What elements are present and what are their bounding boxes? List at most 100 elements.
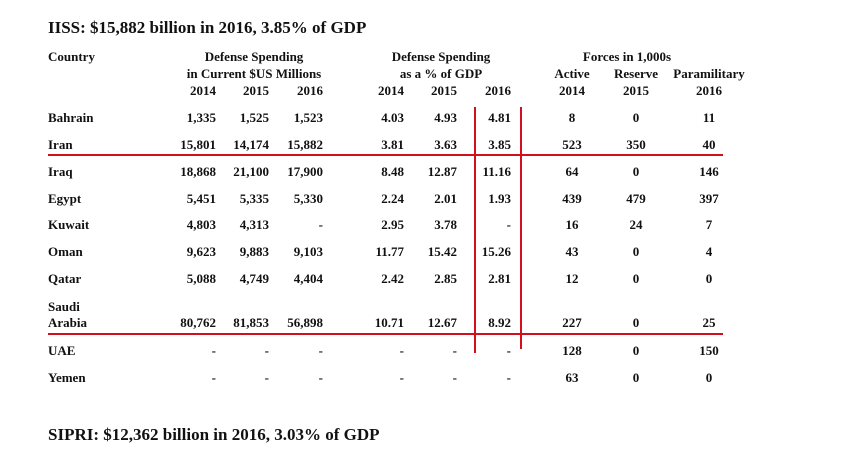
- cell-gdp-percent: 3.78: [434, 217, 457, 232]
- cell-gdp-percent: 12.87: [427, 164, 457, 179]
- cell-forces: 7: [705, 217, 713, 232]
- header-forces-year: 2014: [559, 83, 585, 98]
- cell-forces: 24: [629, 217, 643, 232]
- row-country: Arabia: [48, 315, 87, 330]
- cell-gdp-percent: 12.67: [427, 315, 457, 330]
- header-gdp-line1: Defense Spending: [391, 49, 491, 64]
- cell-forces: 523: [562, 137, 582, 152]
- cell-defense-spending: 80,762: [180, 315, 216, 330]
- cell-gdp-percent: 4.93: [434, 110, 457, 125]
- cell-gdp-percent: 2.85: [434, 271, 457, 286]
- cell-forces: 43: [565, 244, 579, 259]
- cell-defense-spending: -: [264, 343, 269, 358]
- cell-forces: 16: [565, 217, 579, 232]
- header-gdp-line2: as a % of GDP: [399, 66, 483, 81]
- cell-forces: 25: [702, 315, 716, 330]
- cell-defense-spending: 9,103: [293, 244, 323, 259]
- cell-gdp-percent: -: [399, 370, 404, 385]
- header-forces-year: 2016: [696, 83, 722, 98]
- sipri-title: SIPRI: $12,362 billion in 2016, 3.03% of…: [48, 425, 380, 444]
- cell-gdp-percent: 2.95: [381, 217, 404, 232]
- cell-forces: 8: [568, 110, 576, 125]
- cell-forces: 11: [702, 110, 716, 125]
- header-forces-year: 2015: [623, 83, 649, 98]
- cell-gdp-percent: -: [452, 343, 457, 358]
- cell-defense-spending: 5,088: [186, 271, 216, 286]
- cell-defense-spending: 17,900: [287, 164, 323, 179]
- cell-gdp-percent: 15.26: [481, 244, 511, 259]
- cell-forces: 0: [632, 164, 640, 179]
- cell-defense-spending: 15,801: [180, 137, 216, 152]
- cell-defense-spending: 18,868: [180, 164, 216, 179]
- cell-gdp-percent: -: [399, 343, 404, 358]
- header-gdp-year: 2014: [378, 83, 404, 98]
- cell-defense-spending: -: [264, 370, 269, 385]
- cell-defense-spending: -: [318, 343, 323, 358]
- cell-defense-spending: 9,883: [239, 244, 269, 259]
- cell-forces: 479: [626, 191, 646, 206]
- cell-forces: 227: [562, 315, 582, 330]
- highlight-line-gdp-2016: [474, 107, 476, 353]
- cell-gdp-percent: 11.16: [482, 164, 511, 179]
- cell-gdp-percent: 10.71: [374, 315, 404, 330]
- highlight-line-bottom: [48, 333, 723, 335]
- row-country: Egypt: [48, 191, 82, 206]
- header-spend-year: 2015: [243, 83, 269, 98]
- header-active: Active: [554, 66, 590, 81]
- highlight-line-forces-divider: [520, 107, 522, 349]
- cell-defense-spending: 1,335: [186, 110, 216, 125]
- cell-forces: 0: [632, 110, 640, 125]
- cell-defense-spending: 4,803: [186, 217, 216, 232]
- cell-defense-spending: 4,749: [239, 271, 269, 286]
- row-country-line1: Saudi: [48, 299, 80, 314]
- cell-forces: 0: [705, 370, 713, 385]
- cell-forces: 40: [702, 137, 716, 152]
- cell-defense-spending: 4,313: [239, 217, 269, 232]
- cell-defense-spending: 1,523: [293, 110, 323, 125]
- cell-defense-spending: -: [318, 370, 323, 385]
- cell-defense-spending: -: [318, 217, 323, 232]
- cell-defense-spending: 5,335: [239, 191, 269, 206]
- row-country: UAE: [48, 343, 76, 358]
- header-spend-line1: Defense Spending: [204, 49, 304, 64]
- cell-defense-spending: 1,525: [239, 110, 269, 125]
- cell-defense-spending: 5,330: [293, 191, 323, 206]
- cell-defense-spending: -: [211, 343, 216, 358]
- cell-gdp-percent: -: [452, 370, 457, 385]
- cell-defense-spending: -: [211, 370, 216, 385]
- cell-gdp-percent: 2.42: [381, 271, 404, 286]
- header-gdp-year: 2015: [431, 83, 457, 98]
- cell-forces: 12: [565, 271, 579, 286]
- cell-defense-spending: 4,404: [293, 271, 323, 286]
- cell-defense-spending: 15,882: [287, 137, 323, 152]
- cell-forces: 439: [562, 191, 582, 206]
- header-paramilitary: Paramilitary: [673, 66, 745, 81]
- cell-forces: 128: [562, 343, 582, 358]
- cell-gdp-percent: 8.48: [381, 164, 404, 179]
- cell-gdp-percent: 3.63: [434, 137, 457, 152]
- cell-gdp-percent: 2.81: [488, 271, 511, 286]
- cell-forces: 0: [632, 343, 640, 358]
- cell-defense-spending: 5,451: [186, 191, 216, 206]
- cell-defense-spending: 21,100: [233, 164, 269, 179]
- header-gdp-year: 2016: [485, 83, 511, 98]
- cell-gdp-percent: -: [506, 370, 511, 385]
- header-spend-line2: in Current $US Millions: [186, 66, 322, 81]
- cell-gdp-percent: 2.01: [434, 191, 457, 206]
- cell-gdp-percent: 3.81: [381, 137, 404, 152]
- header-reserve: Reserve: [613, 66, 659, 81]
- cell-gdp-percent: 11.77: [375, 244, 404, 259]
- cell-gdp-percent: 1.93: [488, 191, 511, 206]
- cell-defense-spending: 14,174: [233, 137, 269, 152]
- cell-forces: 63: [565, 370, 579, 385]
- cell-forces: 0: [705, 271, 713, 286]
- cell-forces: 150: [699, 343, 719, 358]
- cell-forces: 64: [565, 164, 579, 179]
- cell-forces: 146: [699, 164, 719, 179]
- cell-defense-spending: 9,623: [186, 244, 216, 259]
- cell-forces: 350: [626, 137, 646, 152]
- cell-gdp-percent: 3.85: [488, 137, 511, 152]
- header-forces-line1: Forces in 1,000s: [582, 49, 672, 64]
- cell-forces: 4: [705, 244, 713, 259]
- cell-defense-spending: 81,853: [233, 315, 269, 330]
